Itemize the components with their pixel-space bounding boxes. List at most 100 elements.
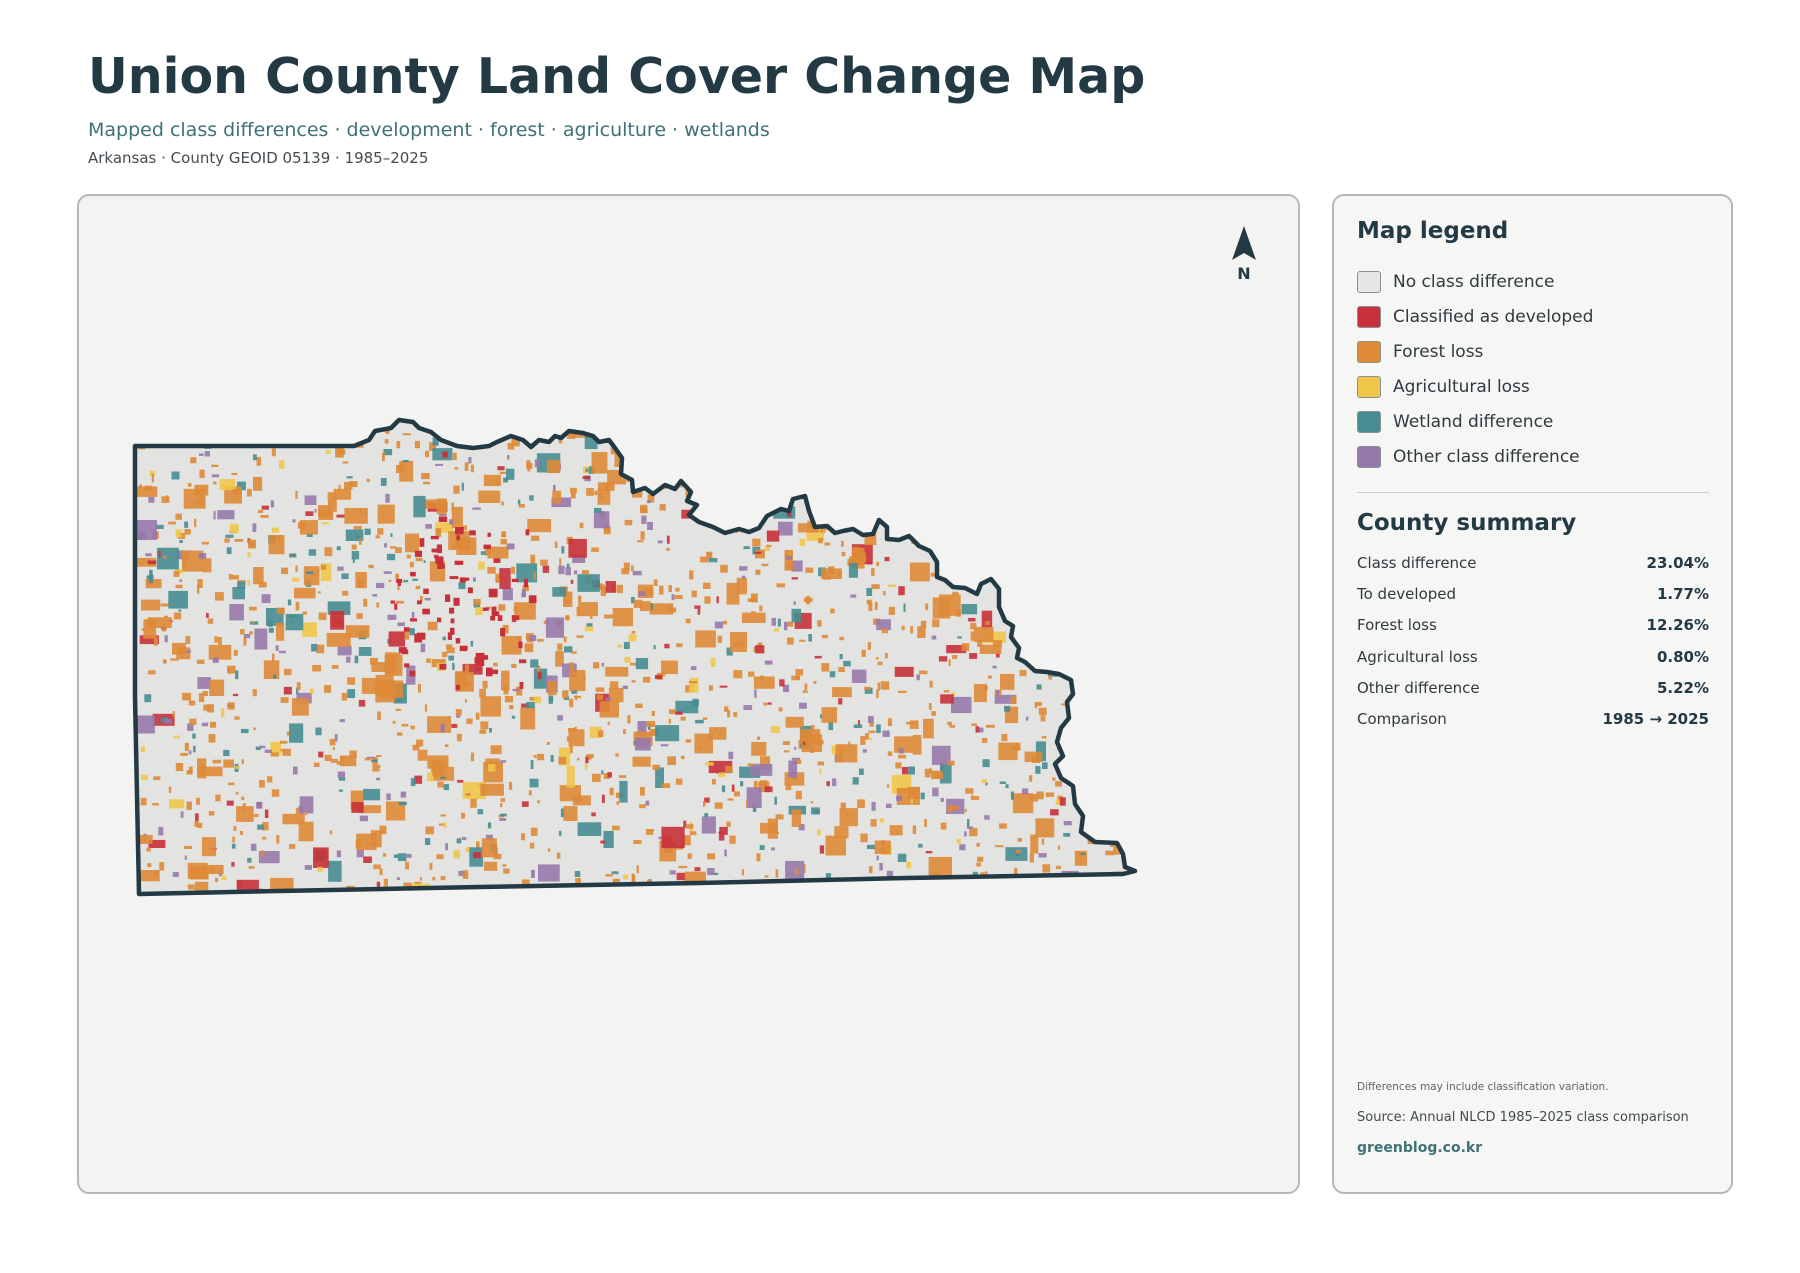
change-patch [557, 643, 563, 651]
change-patch [201, 837, 217, 857]
map-panel[interactable] [77, 194, 1300, 1194]
change-patch [220, 708, 225, 718]
change-patch [668, 607, 677, 613]
change-patch [461, 482, 464, 491]
developed-patch [437, 617, 442, 623]
change-patch [1126, 852, 1135, 861]
change-patch [685, 618, 691, 624]
change-patch [390, 546, 396, 549]
change-patch [666, 535, 670, 544]
change-patch [974, 475, 983, 480]
change-patch [743, 705, 753, 710]
change-patch [817, 620, 822, 627]
change-patch [271, 653, 275, 662]
change-patch [624, 656, 631, 663]
change-patch [792, 884, 800, 888]
change-patch [605, 874, 613, 877]
change-patch [976, 862, 981, 867]
change-patch [135, 715, 155, 734]
change-patch [903, 460, 912, 470]
change-patch [225, 534, 234, 538]
legend-swatch [1357, 340, 1381, 363]
change-patch [452, 662, 455, 670]
change-patch [850, 594, 857, 598]
change-patch [840, 425, 846, 430]
change-patch [562, 690, 569, 699]
change-patch [569, 746, 573, 754]
change-patch [711, 872, 719, 875]
change-patch [198, 693, 205, 702]
change-patch [911, 541, 914, 544]
change-patch [803, 864, 806, 874]
change-patch [456, 713, 460, 718]
change-patch [422, 481, 431, 485]
developed-patch [493, 558, 501, 563]
change-patch [287, 433, 295, 437]
change-patch [1061, 504, 1070, 513]
change-patch [359, 815, 368, 822]
change-patch [597, 482, 615, 491]
change-patch [1106, 441, 1116, 460]
change-patch [148, 839, 166, 848]
change-patch [287, 599, 292, 606]
change-patch [396, 441, 401, 449]
change-patch [1112, 610, 1117, 617]
developed-patch [445, 594, 451, 602]
change-patch [1036, 434, 1042, 438]
change-patch [640, 531, 645, 540]
change-patch [881, 628, 889, 634]
change-patch [252, 689, 257, 697]
change-patch [772, 428, 790, 444]
change-patch [1133, 827, 1135, 837]
change-patch [977, 640, 983, 647]
developed-patch [390, 600, 395, 604]
change-patch [796, 676, 800, 680]
change-patch [361, 677, 381, 694]
change-patch [262, 822, 269, 831]
change-patch [786, 556, 793, 560]
change-patch [984, 537, 991, 542]
change-patch [382, 452, 385, 462]
change-patch [318, 509, 334, 520]
change-patch [793, 601, 796, 605]
change-patch [299, 520, 318, 535]
change-patch [808, 634, 812, 642]
change-patch [1125, 573, 1129, 583]
change-patch [493, 853, 502, 860]
change-patch [234, 716, 240, 720]
change-patch [566, 765, 575, 788]
change-patch [502, 624, 509, 634]
change-patch [250, 843, 257, 851]
change-patch [897, 690, 907, 693]
legend-item: No class difference [1357, 264, 1707, 299]
change-patch [429, 862, 433, 870]
change-patch [334, 734, 338, 742]
change-patch [363, 598, 368, 607]
change-patch [432, 877, 436, 881]
change-patch [1027, 629, 1031, 637]
change-patch [1088, 756, 1092, 764]
change-patch [558, 756, 567, 765]
change-patch [534, 696, 542, 704]
change-patch [521, 589, 526, 598]
change-patch [771, 502, 780, 505]
change-patch [1089, 687, 1094, 696]
change-patch [488, 764, 496, 772]
change-patch [973, 626, 994, 642]
change-patch [218, 637, 222, 646]
change-patch [771, 847, 775, 851]
change-patch [377, 711, 381, 721]
change-patch [719, 685, 728, 688]
change-patch [586, 623, 593, 627]
change-patch [425, 838, 431, 845]
change-patch [1091, 500, 1097, 507]
change-patch [977, 856, 984, 862]
change-patch [952, 538, 956, 547]
county-map[interactable] [79, 196, 1300, 1194]
change-patch [260, 850, 265, 857]
change-patch [672, 424, 680, 427]
change-patch [521, 879, 530, 888]
change-patch [188, 550, 194, 553]
change-patch [794, 868, 799, 875]
change-patch [828, 500, 836, 509]
